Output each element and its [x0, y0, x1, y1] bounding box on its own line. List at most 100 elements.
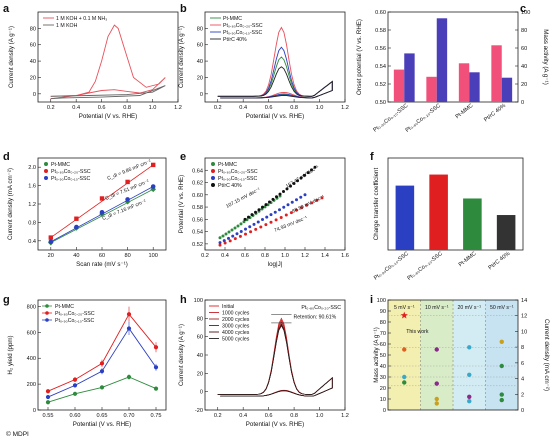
panel-letter: h — [180, 294, 187, 306]
data-point — [233, 237, 237, 241]
legend-label: Pt/rC 40% — [223, 37, 247, 43]
panel-letter: d — [3, 151, 10, 163]
tafel-annotation: 88.89 mV dec⁻¹ — [291, 194, 326, 215]
panel-c: 0.50 0.52 0.54 0.56 0.58 0.60 0 20 40 60 80 100 Onse… — [356, 3, 549, 134]
y-tick-label: 40 — [30, 59, 36, 65]
data-point — [303, 193, 307, 197]
data-point — [227, 230, 231, 234]
legend-swatch — [44, 162, 48, 166]
bar — [496, 215, 516, 250]
y-tick-label: 10 — [521, 329, 527, 335]
category-label: Pt/rC 40% — [483, 103, 507, 123]
data-point — [282, 205, 286, 209]
data-point — [247, 215, 250, 219]
data-point — [74, 224, 79, 230]
data-point — [99, 196, 105, 201]
legend-swatch — [44, 169, 48, 173]
data-point — [254, 210, 257, 214]
y-tick-label: 80 — [380, 320, 386, 326]
y-tick-label: 0.50 — [375, 100, 386, 106]
x-tick-label: 40 — [73, 253, 79, 259]
x-tick-label: 1.2 — [174, 105, 182, 111]
x-axis-label: log|J| — [268, 261, 283, 268]
y-tick-label: 400 — [27, 356, 36, 362]
data-point — [221, 234, 225, 238]
data-point — [125, 197, 130, 202]
data-point — [249, 230, 253, 234]
data-point — [230, 228, 234, 232]
x-tick-label: 0.4 — [72, 105, 80, 111]
series-line-1 — [50, 85, 166, 100]
data-point — [126, 374, 132, 380]
data-point — [99, 385, 105, 390]
this-work-marker — [400, 311, 408, 319]
x-axis-label: Potential (V vs. RHE) — [246, 421, 304, 428]
series-line-5 — [217, 324, 333, 397]
panel-letter: b — [180, 3, 187, 15]
data-point — [244, 232, 247, 236]
data-point — [434, 396, 439, 402]
y-tick-label: 14 — [521, 298, 527, 304]
bar-onset — [426, 76, 437, 102]
y-tick-label: 0.52 — [375, 82, 386, 88]
data-point — [271, 197, 275, 201]
x-tick-label: 1.0 — [316, 105, 324, 111]
data-point — [269, 220, 273, 224]
y-tick-label: 80 — [197, 316, 203, 322]
chart-title: Pt₀.₈₀Co₀.₂₀-SSC — [301, 305, 341, 311]
x-axis-label: Scan rate (mV s⁻¹) — [76, 261, 128, 268]
category-label: Pt/rC 40% — [488, 251, 512, 271]
x-tick-label: 0.2 — [214, 413, 222, 419]
series-line-0 — [50, 24, 166, 100]
y2-axis-label: Current density (mA cm⁻²) — [543, 319, 550, 391]
scan-rate-label: 10 mV s⁻¹ — [425, 305, 449, 311]
x-tick-label: 0.6 — [265, 413, 273, 419]
x-tick-label: 1.0 — [149, 105, 157, 111]
data-point — [248, 225, 252, 229]
y-axis-label: Current density (A g⁻¹) — [8, 26, 15, 88]
data-point — [299, 195, 303, 199]
data-point — [286, 203, 290, 207]
data-point — [224, 232, 228, 236]
data-point — [231, 234, 235, 238]
data-point — [257, 208, 261, 212]
legend-label: Pt₀.₉₀Co₀.₁₀-SSC — [55, 318, 94, 324]
y-tick-label: 1.2 — [28, 202, 36, 208]
data-point — [275, 195, 278, 199]
y-tick-label: 0.4 — [28, 239, 36, 245]
data-point — [292, 181, 296, 185]
data-point — [499, 392, 504, 397]
y-tick-label: 0 — [200, 390, 203, 396]
y-tick-label: 80 — [197, 26, 203, 32]
data-point — [259, 225, 263, 229]
plot-frame — [387, 157, 524, 251]
legend-swatch — [45, 318, 49, 322]
legend-label: Initial — [222, 304, 234, 310]
y-tick-label: 800 — [27, 304, 36, 310]
x-tick-label: 1.0 — [316, 413, 324, 419]
y-tick-label: 100 — [377, 298, 386, 304]
y-axis-label: Current density (mA cm⁻²) — [7, 168, 14, 240]
legend-label: 1000 cycles — [222, 311, 250, 317]
y-tick-label: 0.58 — [192, 205, 203, 211]
y-tick-label: 0 — [33, 408, 36, 414]
legend-label: Pt-MMC — [218, 162, 237, 168]
plot-frame — [204, 157, 346, 251]
y-tick-label: -20 — [195, 408, 203, 414]
y-tick-label: 2.0 — [28, 165, 36, 171]
legend-label: Pt₀.₉₀Co₀.₁₀-SSC — [223, 30, 262, 36]
data-point — [99, 209, 105, 215]
data-point — [434, 347, 439, 352]
x-tick-label: 1.4 — [321, 253, 329, 259]
data-point — [306, 171, 310, 175]
data-point — [218, 243, 222, 247]
y-tick-label: 40 — [521, 64, 527, 70]
legend-label: Pt₀.₈₀Co₀.₂₀-SSC — [55, 311, 95, 317]
data-point — [250, 213, 254, 217]
x-tick-label: 0.8 — [290, 413, 298, 419]
data-point — [254, 227, 258, 231]
y-axis-label: Current density (A g⁻¹) — [178, 324, 185, 386]
plot-frame — [204, 11, 346, 103]
x-tick-label: 0.6 — [265, 105, 273, 111]
y-tick-label: 0.64 — [192, 168, 203, 174]
